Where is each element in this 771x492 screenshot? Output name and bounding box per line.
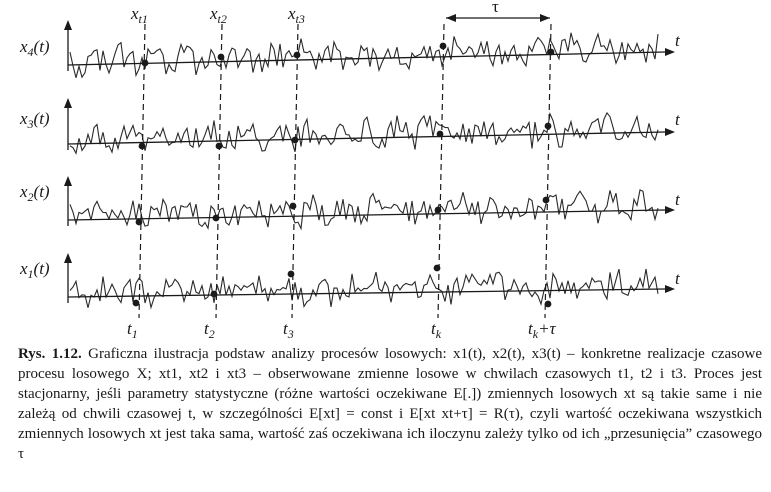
sample-point [212,214,220,222]
sample-point [135,218,143,226]
tau-arrow [446,14,550,22]
time-axis-arrow-3 [665,128,675,136]
sample-point [544,300,552,308]
label-t1: t1 [127,319,138,340]
sample-point [215,142,223,150]
realization-wave-4 [69,32,659,79]
label-xt2: xt2 [209,4,227,26]
sample-point [433,264,441,272]
label-t2: t2 [204,319,215,340]
figure-caption: Rys. 1.12. Graficzna ilustracja podstaw … [18,344,762,464]
axis-label-t-1: t [675,269,681,288]
sample-point [547,48,555,56]
sample-point [289,202,297,210]
sample-point [293,51,301,59]
sampling-lines [138,23,552,319]
time-axis-arrow-4 [665,48,675,56]
time-axis-1 [67,288,666,298]
time-axis-4 [67,51,666,66]
time-axis-2 [67,209,666,221]
caption-text: Graficzna ilustracja podstaw analizy pro… [18,346,762,462]
sample-point [434,206,442,214]
label-x1: x1(t) [19,259,50,281]
sample-point [542,196,550,204]
sampling-line-1 [138,23,146,319]
axis-label-t-4: t [675,31,681,50]
sample-point [439,42,447,50]
realization-wave-3 [69,111,659,155]
label-xt1: xt1 [130,4,148,26]
sampling-line-4 [437,23,445,319]
label-xt3: xt3 [287,4,305,26]
sample-point [291,136,299,144]
sampling-line-5 [544,23,552,319]
time-axes [64,20,675,303]
value-axis-arrow-4 [64,20,72,30]
time-axis-arrow-1 [665,285,675,293]
realization-waves [69,32,659,310]
time-axis-3 [67,131,666,145]
axis-label-t-2: t [675,190,681,209]
random-process-figure: x4(t) x3(t) x2(t) x1(t) t t t t xt1 xt2 … [19,0,681,340]
sample-point [217,53,225,61]
label-x2: x2(t) [19,182,50,204]
sample-point [544,122,552,130]
caption-label: Rys. 1.12. [18,346,82,362]
label-x3: x3(t) [19,109,50,131]
label-t3: t3 [283,319,294,340]
value-axis-arrow-2 [64,176,72,186]
sample-point [132,299,140,307]
sample-points [132,42,555,308]
value-axis-arrow-1 [64,253,72,263]
label-tk: tk [431,319,442,340]
sample-point [138,142,146,150]
sample-point [210,290,218,298]
label-tk-plus-tau: tk+τ [528,319,557,340]
sampling-line-2 [215,23,223,319]
sampling-line-3 [291,23,299,319]
tau-label: τ [492,0,499,16]
time-axis-arrow-2 [665,206,675,214]
sample-point [287,270,295,278]
sample-point [436,130,444,138]
realization-wave-2 [69,189,659,231]
realization-wave-1 [69,268,659,310]
label-x4: x4(t) [19,37,50,59]
sample-point [141,59,149,67]
axis-label-t-3: t [675,110,681,129]
value-axis-arrow-3 [64,98,72,108]
